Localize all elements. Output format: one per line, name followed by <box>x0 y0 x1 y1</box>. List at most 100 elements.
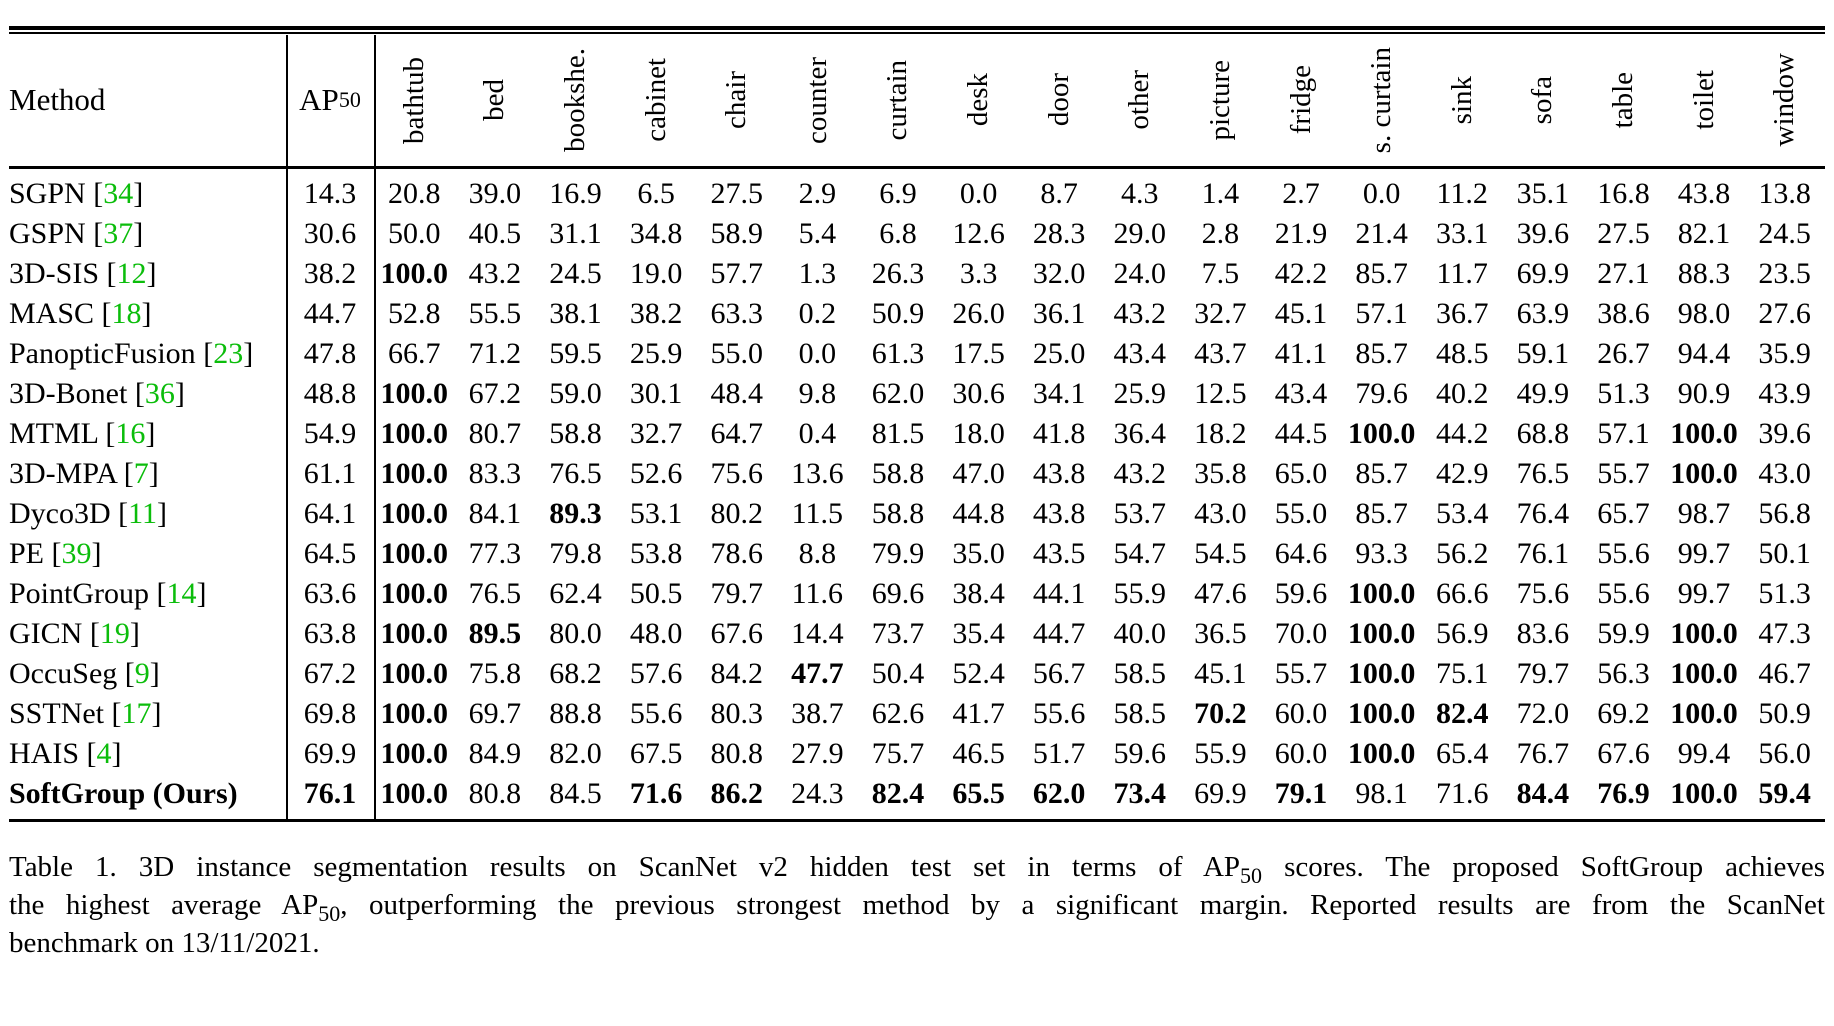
method-name: 3D-MPA <box>9 457 117 490</box>
citation-link[interactable]: 34 <box>103 177 134 210</box>
score-cell: 36.7 <box>1435 297 1489 330</box>
score-cell: 100.0 <box>380 577 449 610</box>
score-cell: 55.5 <box>468 297 522 330</box>
score-cell: 57.6 <box>629 657 683 690</box>
citation-link[interactable]: 18 <box>111 297 142 330</box>
score-cell: 50.0 <box>388 217 441 250</box>
table-row: SoftGroup (Ours) 76.1 100.0 80.8 84.5 71.6 86.… <box>9 774 1825 814</box>
score-cell: 50.4 <box>871 657 925 690</box>
score-cell: 44.7 <box>1032 617 1086 650</box>
score-cell: 43.2 <box>468 257 522 290</box>
citation-link[interactable]: 7 <box>133 457 149 490</box>
score-cell: 84.9 <box>468 737 522 770</box>
citation-bracket-open: [ <box>116 457 134 490</box>
score-cell: 17.5 <box>952 337 1005 370</box>
category-header: table <box>1606 71 1639 129</box>
score-cell: 16.8 <box>1597 177 1650 210</box>
citation-link[interactable]: 16 <box>115 417 146 450</box>
citation-link[interactable]: 11 <box>128 497 158 530</box>
score-cell: 27.6 <box>1758 297 1811 330</box>
score-cell: 19.0 <box>629 257 683 290</box>
category-header: window <box>1768 53 1801 147</box>
score-cell: 13.8 <box>1758 177 1811 210</box>
category-header-col: sink <box>1422 34 1503 166</box>
score-cell: 53.7 <box>1113 497 1167 530</box>
score-cell: 60.0 <box>1274 737 1328 770</box>
citation-bracket-close: ] <box>149 657 160 690</box>
column-header-method: Method <box>9 34 286 166</box>
caption-text: scores. The proposed SoftGroup achieves <box>1262 851 1825 883</box>
score-cell: 41.7 <box>952 697 1005 730</box>
score-cell: 59.9 <box>1597 617 1650 650</box>
table-row: Dyco3D [11] 64.1 100.0 84.1 89.3 53.1 80.2 11.5… <box>9 494 1825 534</box>
score-cell: 47.0 <box>952 457 1005 490</box>
score-cell: 71.6 <box>1435 777 1489 810</box>
citation-link[interactable]: 14 <box>166 577 197 610</box>
citation-link[interactable]: 23 <box>213 337 244 370</box>
column-divider-ap50 <box>374 35 376 819</box>
score-cell: 68.8 <box>1516 417 1570 450</box>
score-cell: 16.9 <box>549 177 602 210</box>
score-cell: 34.1 <box>1032 377 1086 410</box>
score-cell: 100.0 <box>1347 617 1416 650</box>
citation-bracket-open: [ <box>85 177 104 210</box>
table-row: 3D-Bonet [36] 48.8 100.0 67.2 59.0 30.1 48.4 9.… <box>9 374 1825 414</box>
score-cell: 50.5 <box>629 577 683 610</box>
score-cell: 3.3 <box>959 257 998 290</box>
score-cell: 67.2 <box>468 377 522 410</box>
score-cell: 29.0 <box>1113 217 1167 250</box>
citation-link[interactable]: 12 <box>116 257 147 290</box>
citation-bracket-close: ] <box>148 457 159 490</box>
score-cell: 30.1 <box>629 377 683 410</box>
citation-bracket-close: ] <box>146 257 157 290</box>
score-cell: 100.0 <box>380 777 449 810</box>
score-cell: 73.4 <box>1113 777 1167 810</box>
citation-link[interactable]: 4 <box>96 737 112 770</box>
score-cell: 9.8 <box>798 377 837 410</box>
score-cell: 55.6 <box>1032 697 1086 730</box>
ap50-cell: 64.1 <box>303 497 357 530</box>
citation-link[interactable]: 19 <box>99 617 130 650</box>
score-cell: 69.7 <box>468 697 522 730</box>
score-cell: 25.9 <box>1113 377 1167 410</box>
score-cell: 38.2 <box>629 297 683 330</box>
citation-link[interactable]: 36 <box>144 377 175 410</box>
score-cell: 1.3 <box>798 257 837 290</box>
citation-link[interactable]: 17 <box>121 697 152 730</box>
score-cell: 24.3 <box>791 777 844 810</box>
score-cell: 59.0 <box>549 377 602 410</box>
category-header: picture <box>1203 59 1236 141</box>
score-cell: 100.0 <box>380 697 449 730</box>
score-cell: 56.7 <box>1032 657 1086 690</box>
category-header-col: window <box>1744 34 1825 166</box>
citation-link[interactable]: 39 <box>61 537 92 570</box>
category-header-col: fridge <box>1261 34 1342 166</box>
category-header: door <box>1042 73 1075 127</box>
score-cell: 25.9 <box>629 337 683 370</box>
score-cell: 47.6 <box>1194 577 1247 610</box>
category-header-col: chair <box>696 34 777 166</box>
table-top-rule <box>9 26 1825 30</box>
score-cell: 11.6 <box>791 577 844 610</box>
score-cell: 43.4 <box>1274 377 1328 410</box>
score-cell: 20.8 <box>388 177 441 210</box>
score-cell: 49.9 <box>1516 377 1570 410</box>
citation-link[interactable]: 9 <box>134 657 150 690</box>
score-cell: 75.6 <box>1516 577 1570 610</box>
score-cell: 23.5 <box>1758 257 1811 290</box>
score-cell: 42.2 <box>1274 257 1328 290</box>
score-cell: 42.9 <box>1435 457 1489 490</box>
score-cell: 79.1 <box>1274 777 1328 810</box>
citation-link[interactable]: 37 <box>103 217 134 250</box>
citation-bracket-close: ] <box>129 617 140 650</box>
score-cell: 54.7 <box>1113 537 1167 570</box>
citation-bracket-open: [ <box>82 617 100 650</box>
score-cell: 45.1 <box>1194 657 1247 690</box>
score-cell: 43.5 <box>1032 537 1086 570</box>
category-header-col: bathtub <box>374 34 455 166</box>
score-cell: 71.2 <box>468 337 522 370</box>
score-cell: 38.6 <box>1597 297 1650 330</box>
score-cell: 88.8 <box>549 697 602 730</box>
score-cell: 35.9 <box>1758 337 1811 370</box>
score-cell: 32.0 <box>1032 257 1086 290</box>
